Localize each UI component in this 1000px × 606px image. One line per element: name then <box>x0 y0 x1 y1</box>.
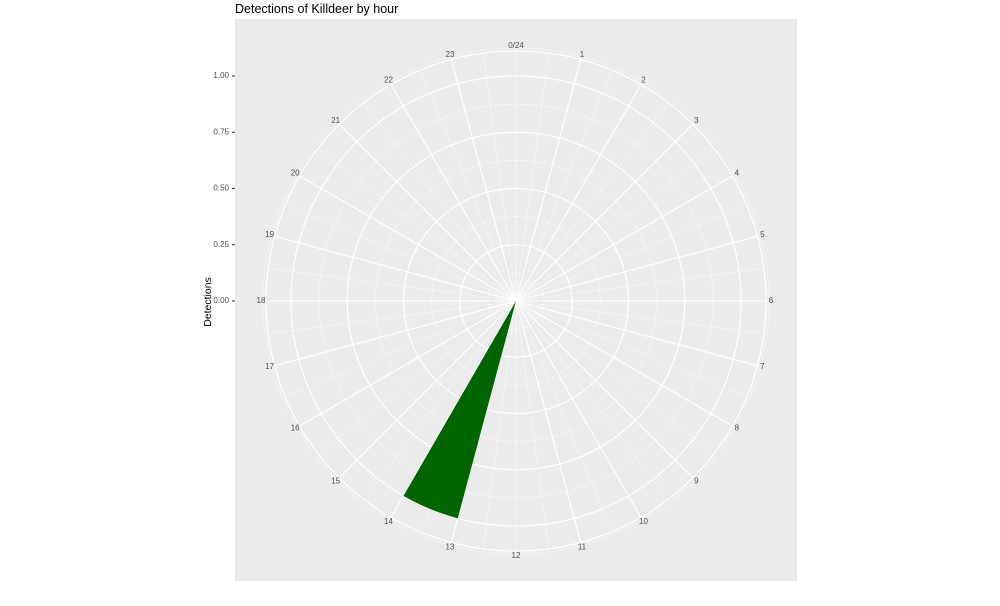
major-grid-spoke <box>515 300 733 427</box>
major-grid-spoke <box>274 235 517 302</box>
hour-label: 23 <box>446 50 455 59</box>
hour-label: 0/24 <box>508 41 524 50</box>
hour-label: 19 <box>265 230 274 239</box>
y-tick-label: 0.00 <box>213 296 229 305</box>
hour-label: 1 <box>580 50 585 59</box>
hour-label: 12 <box>512 551 521 560</box>
major-grid-spoke <box>338 300 517 479</box>
y-tick-label: 1.00 <box>213 71 229 80</box>
hour-label: 7 <box>760 362 765 371</box>
hour-label: 11 <box>578 542 587 551</box>
minor-grid-spoke <box>317 148 517 302</box>
major-grid-spoke <box>274 300 517 367</box>
hour-label: 17 <box>265 362 274 371</box>
hour-label: 9 <box>694 476 699 485</box>
major-grid-spoke <box>390 84 517 302</box>
minor-grid-spoke <box>268 300 517 334</box>
major-grid-spoke <box>515 300 582 543</box>
hour-label: 5 <box>760 230 765 239</box>
minor-grid-spoke <box>363 300 517 500</box>
minor-grid-spoke <box>483 53 517 302</box>
minor-grid-spoke <box>515 300 748 397</box>
hour-label: 22 <box>384 75 393 84</box>
hour-label: 18 <box>257 296 266 305</box>
major-grid-spoke <box>515 175 733 302</box>
hour-label: 20 <box>291 169 300 178</box>
minor-grid-spoke <box>515 300 764 334</box>
minor-grid-spoke <box>284 300 517 397</box>
hour-label: 21 <box>331 116 340 125</box>
hour-label: 13 <box>446 542 455 551</box>
y-axis: 0.00 0.25 0.50 0.75 1.00 <box>213 71 235 305</box>
hour-labels: 0/24123456789101112131415161718192021222… <box>257 41 774 560</box>
hour-label: 8 <box>735 424 740 433</box>
minor-grid-spoke <box>515 268 764 302</box>
minor-grid-spoke <box>515 102 669 302</box>
minor-grid-spoke <box>515 205 748 302</box>
major-grid-spoke <box>515 300 758 367</box>
minor-grid-spoke <box>515 53 549 302</box>
minor-grid-spoke <box>515 69 612 302</box>
major-grid-spoke <box>515 235 758 302</box>
hour-label: 15 <box>331 476 340 485</box>
major-grid-spoke <box>299 300 517 427</box>
y-tick-label: 0.50 <box>213 184 229 193</box>
minor-grid-spoke <box>515 300 715 454</box>
hour-label: 4 <box>735 169 740 178</box>
minor-grid-spoke <box>483 300 517 549</box>
minor-grid-spoke <box>515 148 715 302</box>
hour-label: 16 <box>291 424 300 433</box>
hour-label: 2 <box>641 75 646 84</box>
chart-title: Detections of Killdeer by hour <box>235 2 399 16</box>
grid <box>262 47 770 555</box>
major-grid-spoke <box>515 59 582 302</box>
hour-label: 6 <box>769 296 774 305</box>
hour-label: 3 <box>694 116 699 125</box>
y-tick-label: 0.75 <box>213 127 229 136</box>
minor-grid-spoke <box>420 69 517 302</box>
bar-hour-13 <box>403 301 516 519</box>
major-grid-spoke <box>515 300 642 518</box>
minor-grid-spoke <box>515 300 549 549</box>
minor-grid-spoke <box>515 300 669 500</box>
minor-grid-spoke <box>317 300 517 454</box>
minor-grid-spoke <box>284 205 517 302</box>
major-grid-spoke <box>515 300 694 479</box>
y-tick-label: 0.25 <box>213 240 229 249</box>
minor-grid-spoke <box>268 268 517 302</box>
bars <box>403 301 516 519</box>
minor-grid-spoke <box>515 300 612 533</box>
major-grid-spoke <box>515 123 694 302</box>
hour-label: 10 <box>639 517 648 526</box>
major-grid-spoke <box>515 84 642 302</box>
hour-label: 14 <box>384 517 393 526</box>
major-grid-spoke <box>338 123 517 302</box>
minor-grid-circle <box>262 47 770 555</box>
major-grid-spoke <box>450 59 517 302</box>
major-grid-spoke <box>299 175 517 302</box>
minor-grid-spoke <box>363 102 517 302</box>
